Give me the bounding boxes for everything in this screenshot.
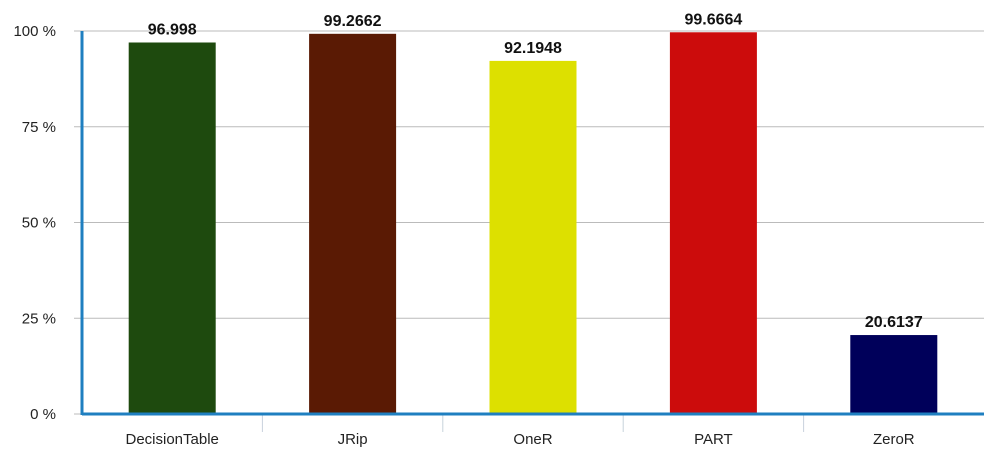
y-tick-label: 50 % [22,215,56,232]
bar-oner [489,60,577,414]
bar-decisiontable [128,42,216,415]
data-label: 99.2662 [324,13,382,30]
y-tick-label: 0 % [30,406,56,423]
bar-part [669,32,757,415]
x-tick-label: OneR [513,431,552,448]
data-label: 96.998 [148,21,197,38]
x-tick-label: DecisionTable [126,431,219,448]
y-tick-label: 75 % [22,119,56,136]
axes [74,30,984,432]
data-label: 20.6137 [865,314,923,331]
y-tick-label: 100 % [13,23,56,40]
labels: 0 % 25 % 50 % 75 % 100 % 96.998 DecisionTable 9… [13,11,922,448]
y-tick-label: 25 % [22,310,56,327]
x-tick-label: ZeroR [873,431,915,448]
bar-jrip [309,33,397,414]
x-tick-label: JRip [338,431,368,448]
bars [128,32,938,415]
x-tick-label: PART [694,431,733,448]
data-label: 99.6664 [684,11,742,28]
bar-zeror [850,335,938,414]
data-label: 92.1948 [504,40,562,57]
